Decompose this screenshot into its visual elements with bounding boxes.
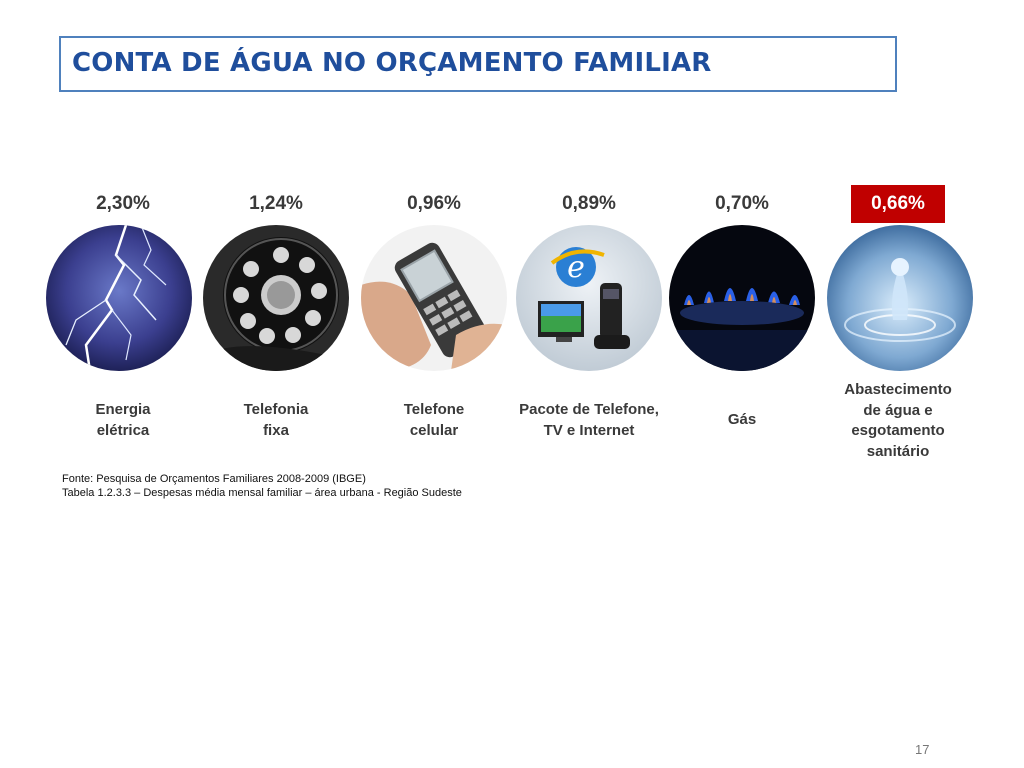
- item-label: Abastecimento de água e esgotamento sanitá…: [844, 381, 952, 460]
- item-label: Telefone celular: [403, 401, 465, 439]
- title-box: CONTA DE ÁGUA NO ORÇAMENTO FAMILIAR: [59, 36, 897, 92]
- percent-value: 0,96%: [407, 193, 461, 214]
- page-number: 17: [915, 742, 930, 757]
- source-note: Fonte: Pesquisa de Orçamentos Familiares…: [62, 472, 462, 500]
- item-label: Gás: [727, 411, 757, 428]
- item-label: Pacote de Telefone, TV e Internet: [519, 401, 659, 439]
- svg-text:e: e: [567, 250, 585, 285]
- mobile-phone-icon: [361, 225, 507, 371]
- rotary-phone-icon: [203, 225, 349, 371]
- item-label: Telefonia fixa: [243, 401, 309, 439]
- page-title: CONTA DE ÁGUA NO ORÇAMENTO FAMILIAR: [72, 48, 712, 78]
- gas-flame-icon: [669, 225, 815, 371]
- percent-value: 0,89%: [562, 193, 616, 214]
- water-drop-icon: [827, 225, 973, 371]
- item-label: Energia elétrica: [95, 401, 151, 439]
- lightning-icon: [46, 225, 192, 371]
- percent-value: 1,24%: [249, 193, 303, 214]
- source-line: Fonte: Pesquisa de Orçamentos Familiares…: [62, 473, 366, 485]
- percent-value-highlighted: 0,66%: [851, 185, 945, 223]
- source-table-line: Tabela 1.2.3.3 – Despesas média mensal f…: [62, 487, 462, 499]
- internet-tv-phone-icon: e: [516, 225, 662, 371]
- percent-value: 0,70%: [715, 193, 769, 214]
- percent-value: 2,30%: [96, 193, 150, 214]
